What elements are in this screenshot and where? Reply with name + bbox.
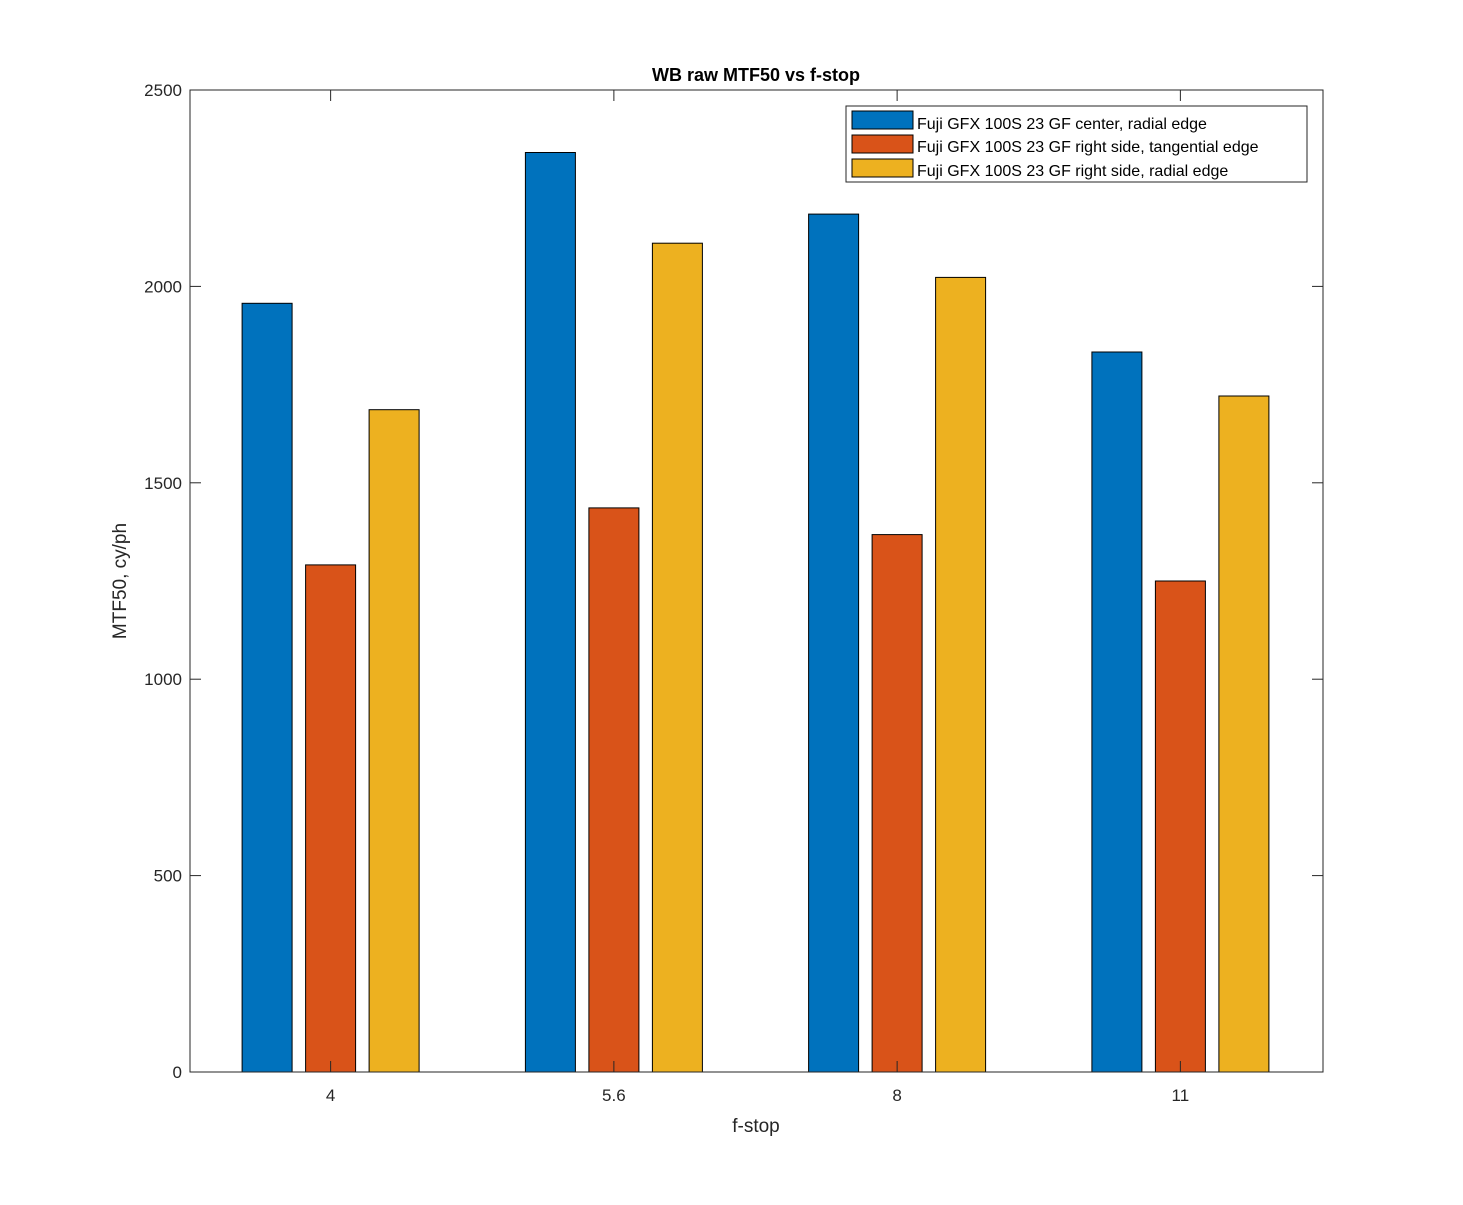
bar xyxy=(808,213,860,1073)
bar xyxy=(241,302,293,1073)
plot-frame xyxy=(189,89,1324,1073)
legend-entry: Fuji GFX 100S 23 GF right side, radial e… xyxy=(851,158,1228,180)
legend-entry: Fuji GFX 100S 23 GF right side, tangenti… xyxy=(851,134,1259,156)
legend: Fuji GFX 100S 23 GF center, radial edge … xyxy=(845,105,1308,183)
y-axis-label: MTF50, cy/ph xyxy=(110,523,131,639)
y-tick-label: 1000 xyxy=(144,670,182,689)
bar xyxy=(651,242,703,1073)
y-tick-label: 0 xyxy=(173,1063,182,1082)
x-axis: 4 5.6 8 11 xyxy=(326,90,1189,1105)
bar xyxy=(368,409,420,1073)
y-tick-label: 1500 xyxy=(144,474,182,493)
chart-title: WB raw MTF50 vs f-stop xyxy=(652,65,860,85)
bar xyxy=(305,564,357,1073)
legend-swatch xyxy=(851,134,914,154)
bar xyxy=(935,276,987,1073)
legend-box xyxy=(845,105,1308,183)
bar xyxy=(1218,395,1270,1073)
x-axis-label: f-stop xyxy=(732,1116,780,1137)
x-tick-label: 4 xyxy=(326,1086,335,1105)
legend-label: Fuji GFX 100S 23 GF center, radial edge xyxy=(917,116,1207,133)
bar xyxy=(588,507,640,1073)
legend-entry: Fuji GFX 100S 23 GF center, radial edge xyxy=(851,110,1207,133)
legend-swatch xyxy=(851,110,914,130)
x-tick-label: 11 xyxy=(1172,1086,1190,1105)
y-tick-label: 500 xyxy=(154,867,182,886)
bar xyxy=(1091,351,1143,1073)
bar xyxy=(524,152,576,1073)
legend-label: Fuji GFX 100S 23 GF right side, tangenti… xyxy=(917,139,1259,156)
bars-group xyxy=(241,152,1270,1073)
bar xyxy=(871,534,923,1073)
legend-label: Fuji GFX 100S 23 GF right side, radial e… xyxy=(917,163,1228,180)
y-axis: 0 500 1000 1500 2000 2500 xyxy=(144,81,1323,1082)
x-tick-label: 8 xyxy=(892,1086,901,1105)
x-tick-label: 5.6 xyxy=(602,1086,626,1105)
bar xyxy=(1154,580,1206,1073)
legend-swatch xyxy=(851,158,914,178)
y-tick-label: 2500 xyxy=(144,81,182,100)
plot-area xyxy=(190,90,1323,1072)
y-tick-label: 2000 xyxy=(144,277,182,296)
